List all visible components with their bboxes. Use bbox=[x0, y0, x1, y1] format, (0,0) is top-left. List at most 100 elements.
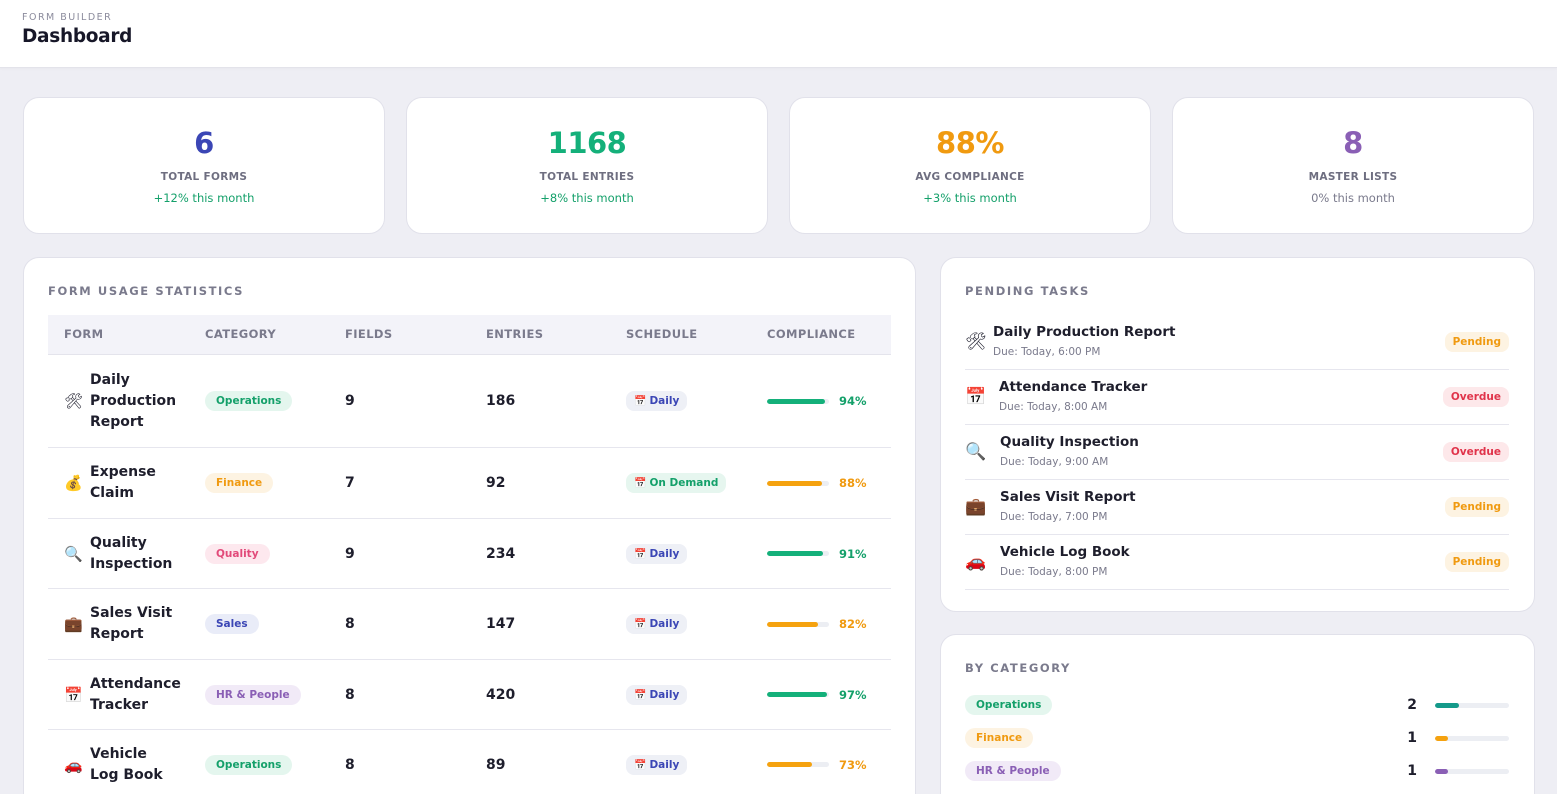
money-bag-icon: 💰 bbox=[64, 474, 83, 492]
stat-card-total-entries: 1168 TOTAL ENTRIES +8% this month bbox=[406, 97, 768, 234]
task-item[interactable]: 💼 Sales Visit Report Due: Today, 7:00 PM Pe… bbox=[965, 480, 1509, 535]
schedule-label: Daily bbox=[649, 688, 680, 701]
task-status-badge: Pending bbox=[1444, 552, 1509, 572]
stat-card-avg-compliance: 88% AVG COMPLIANCE +3% this month bbox=[789, 97, 1151, 234]
compliance-bar-fill bbox=[767, 398, 826, 404]
compliance-bar-fill bbox=[767, 762, 813, 767]
category-count: 2 bbox=[1407, 697, 1417, 713]
form-cell: 💰 Expense Claim bbox=[64, 448, 194, 518]
compliance-bar bbox=[767, 398, 829, 404]
category-badge: Sales bbox=[205, 614, 259, 634]
column-header-fields: FIELDS bbox=[345, 327, 393, 341]
task-due: Due: Today, 8:00 PM bbox=[1000, 566, 1108, 578]
breadcrumb: FORM BUILDER bbox=[22, 12, 113, 23]
column-header-form: FORM bbox=[64, 327, 104, 341]
top-bar: FORM BUILDER Dashboard bbox=[0, 0, 1557, 68]
task-item[interactable]: 📅 Attendance Tracker Due: Today, 8:00 AM Ov… bbox=[965, 370, 1509, 425]
by-category-panel: BY CATEGORY Operations 2 Finance 1 HR & Peop… bbox=[940, 634, 1535, 794]
calendar-icon: 📅 bbox=[634, 548, 647, 560]
table-row[interactable]: 🔍 Quality Inspection Quality 9 234 📅 Daily 91% bbox=[48, 519, 891, 589]
compliance-bar-fill bbox=[767, 480, 822, 486]
schedule-badge: 📅 Daily bbox=[626, 543, 688, 564]
task-name: Vehicle Log Book bbox=[1000, 544, 1130, 560]
category-cell: Quality bbox=[205, 519, 270, 588]
calendar-icon: 📅 bbox=[634, 689, 647, 701]
calendar-icon: 📅 bbox=[634, 478, 647, 489]
form-name: Sales Visit Report bbox=[90, 605, 173, 642]
task-name: Sales Visit Report bbox=[1000, 489, 1136, 505]
page-title: Dashboard bbox=[22, 26, 133, 47]
category-count: 1 bbox=[1407, 763, 1417, 779]
category-cell: Operations bbox=[205, 730, 293, 794]
stat-value: 6 bbox=[194, 126, 214, 160]
compliance-bar-fill bbox=[767, 551, 824, 556]
compliance-percent: 97% bbox=[839, 687, 867, 702]
table-row[interactable]: 🚗 Vehicle Log Book Operations 8 89 📅 Daily 73% bbox=[48, 730, 891, 794]
calendar-icon: 📅 bbox=[634, 396, 647, 407]
form-name: Daily Production Report bbox=[90, 371, 177, 430]
schedule-label: Daily bbox=[649, 395, 680, 407]
stat-card-total-forms: 6 TOTAL FORMS +12% this month bbox=[23, 97, 385, 234]
schedule-cell: 📅 Daily bbox=[626, 730, 688, 794]
table-row[interactable]: 💰 Expense Claim Finance 7 92 📅 On Demand 88% bbox=[48, 448, 891, 519]
schedule-badge: 📅 Daily bbox=[626, 614, 688, 634]
stat-change: +12% this month bbox=[153, 191, 255, 205]
category-badge: Operations bbox=[965, 695, 1053, 715]
stat-label: TOTAL ENTRIES bbox=[539, 171, 635, 183]
schedule-label: Daily bbox=[649, 758, 680, 771]
calendar-icon: 📅 bbox=[64, 685, 83, 704]
magnifier-icon: 🔍 bbox=[965, 442, 987, 462]
category-bar-fill bbox=[1435, 703, 1460, 708]
tools-icon: 🛠 bbox=[64, 392, 84, 410]
task-due: Due: Today, 7:00 PM bbox=[1000, 511, 1108, 523]
fields-cell: 8 bbox=[345, 756, 355, 773]
compliance-cell: 94% bbox=[767, 355, 867, 447]
fields-cell: 9 bbox=[345, 393, 355, 409]
task-item[interactable]: 🚗 Vehicle Log Book Due: Today, 8:00 PM Pend… bbox=[965, 535, 1509, 590]
table-row[interactable]: 📅 Attendance Tracker HR & People 8 420 📅 Daily… bbox=[48, 660, 891, 730]
task-status-badge: Pending bbox=[1444, 497, 1509, 517]
category-badge: Quality bbox=[205, 543, 270, 564]
task-due: Due: Today, 9:00 AM bbox=[1000, 456, 1109, 468]
schedule-badge: 📅 Daily bbox=[626, 754, 688, 775]
fields-cell: 9 bbox=[345, 545, 355, 562]
form-cell: 🚗 Vehicle Log Book bbox=[64, 730, 194, 794]
task-item[interactable]: 🛠 Daily Production Report Due: Today, 6:00… bbox=[965, 315, 1509, 370]
table-row[interactable]: 💼 Sales Visit Report Sales 8 147 📅 Daily 82% bbox=[48, 589, 891, 660]
schedule-cell: 📅 Daily bbox=[626, 519, 688, 588]
entries-cell: 92 bbox=[486, 475, 506, 491]
task-name: Daily Production Report bbox=[993, 324, 1176, 340]
category-bar bbox=[1435, 736, 1509, 741]
table-row[interactable]: 🛠 Daily Production Report Operations 9 186 📅 D… bbox=[48, 355, 891, 448]
task-name: Attendance Tracker bbox=[999, 379, 1148, 395]
task-status-badge: Pending bbox=[1444, 332, 1509, 352]
entries-cell: 147 bbox=[486, 616, 516, 632]
compliance-percent: 94% bbox=[839, 394, 867, 408]
task-due: Due: Today, 6:00 PM bbox=[993, 346, 1101, 358]
compliance-cell: 91% bbox=[767, 519, 867, 588]
compliance-cell: 73% bbox=[767, 730, 867, 794]
compliance-cell: 82% bbox=[767, 589, 867, 659]
task-item[interactable]: 🔍 Quality Inspection Due: Today, 9:00 AM Ov… bbox=[965, 425, 1509, 480]
schedule-label: Daily bbox=[649, 618, 680, 630]
category-bar-fill bbox=[1435, 769, 1448, 774]
form-cell: 📅 Attendance Tracker bbox=[64, 660, 194, 729]
category-row: Finance 1 bbox=[965, 727, 1509, 751]
fields-cell: 7 bbox=[345, 475, 355, 491]
task-status-badge: Overdue bbox=[1442, 442, 1509, 462]
category-count: 1 bbox=[1407, 730, 1417, 746]
category-cell: Sales bbox=[205, 589, 259, 659]
column-header-compliance: COMPLIANCE bbox=[767, 327, 856, 341]
calendar-icon: 📅 bbox=[634, 619, 647, 630]
calendar-icon: 📅 bbox=[965, 387, 987, 407]
stat-change: 0% this month bbox=[1311, 191, 1395, 205]
stat-change: +3% this month bbox=[923, 191, 1017, 205]
car-icon: 🚗 bbox=[965, 552, 987, 572]
category-badge: Operations bbox=[205, 391, 293, 411]
category-badge: HR & People bbox=[205, 684, 301, 705]
compliance-cell: 88% bbox=[767, 448, 867, 518]
compliance-percent: 91% bbox=[839, 546, 867, 561]
column-header-schedule: SCHEDULE bbox=[626, 327, 698, 341]
schedule-badge: 📅 Daily bbox=[626, 684, 688, 705]
entries-cell: 89 bbox=[486, 756, 506, 773]
